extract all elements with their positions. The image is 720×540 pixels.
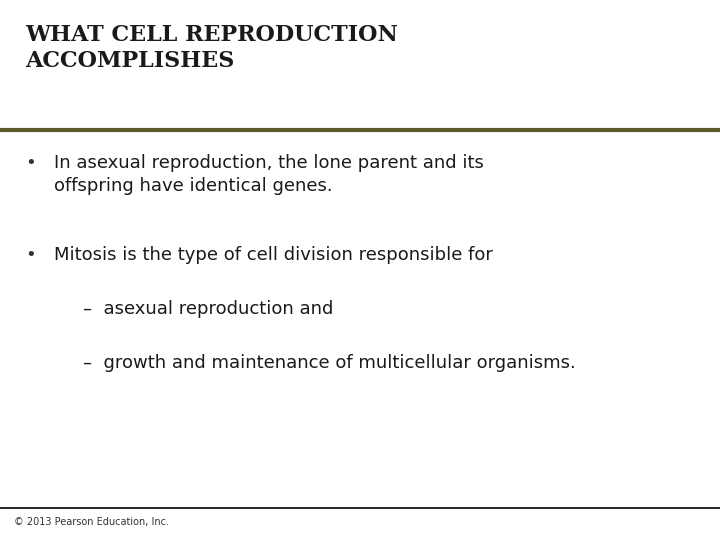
Text: WHAT CELL REPRODUCTION
ACCOMPLISHES: WHAT CELL REPRODUCTION ACCOMPLISHES [25, 24, 398, 72]
Text: •: • [25, 154, 36, 172]
Text: –  asexual reproduction and: – asexual reproduction and [83, 300, 333, 318]
Text: •: • [25, 246, 36, 264]
Text: Mitosis is the type of cell division responsible for: Mitosis is the type of cell division res… [54, 246, 493, 264]
Text: In asexual reproduction, the lone parent and its
offspring have identical genes.: In asexual reproduction, the lone parent… [54, 154, 484, 195]
Text: © 2013 Pearson Education, Inc.: © 2013 Pearson Education, Inc. [14, 517, 169, 528]
Text: –  growth and maintenance of multicellular organisms.: – growth and maintenance of multicellula… [83, 354, 575, 372]
